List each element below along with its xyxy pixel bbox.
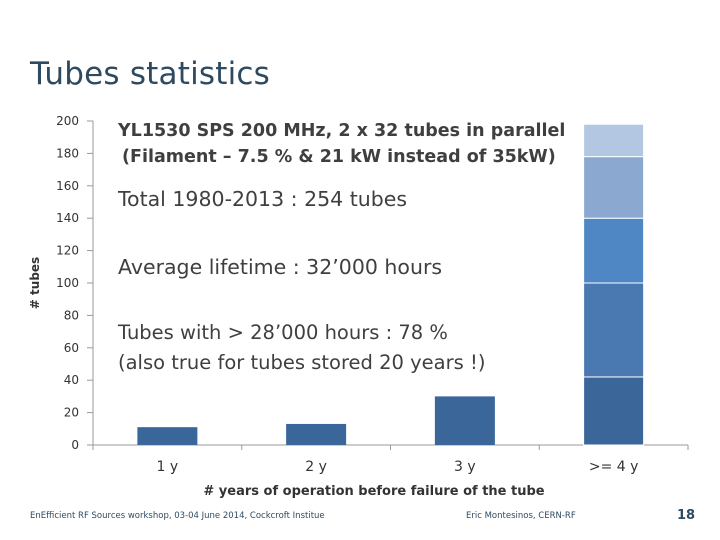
bar-segment-5 — [583, 123, 645, 158]
y-tick-label: 100 — [56, 276, 79, 290]
y-tick-label: 180 — [56, 146, 79, 160]
bar-3 — [434, 396, 495, 445]
spec-line-2: (Filament – 7.5 % & 21 kW instead of 35k… — [122, 147, 556, 167]
bar-segment-4 — [583, 156, 645, 219]
stored-tubes-text: (also true for tubes stored 20 years !) — [118, 351, 486, 374]
x-tick-label: 3 y — [454, 459, 476, 475]
spec-line-1: YL1530 SPS 200 MHz, 2 x 32 tubes in para… — [118, 121, 566, 141]
y-tick-label: 120 — [56, 244, 79, 258]
footer-author: Eric Montesinos, CERN-RF — [466, 511, 576, 521]
y-tick-label: 160 — [56, 179, 79, 193]
average-lifetime-text: Average lifetime : 32’000 hours — [118, 255, 443, 279]
slide-title: Tubes statistics — [30, 56, 271, 92]
page-number: 18 — [677, 508, 696, 523]
bar-2 — [286, 423, 347, 445]
y-tick-label: 40 — [64, 373, 79, 387]
y-tick-label: 20 — [64, 406, 79, 420]
y-tick-label: 60 — [64, 341, 79, 355]
y-tick-label: 80 — [64, 308, 79, 322]
y-tick-label: 140 — [56, 211, 79, 225]
x-axis-title: # years of operation before failure of t… — [203, 484, 544, 499]
footer-workshop: EnEfficient RF Sources workshop, 03-04 J… — [30, 511, 325, 521]
bar-segment-1 — [583, 376, 645, 446]
bar-1 — [137, 427, 198, 445]
bar-segment-3 — [583, 217, 645, 284]
total-tubes-text: Total 1980-2013 : 254 tubes — [118, 187, 408, 211]
over-28000-hours-text: Tubes with > 28’000 hours : 78 % — [118, 321, 448, 344]
x-tick-label: 1 y — [157, 459, 179, 475]
y-axis-title: # tubes — [28, 257, 42, 309]
x-tick-label: 2 y — [305, 459, 327, 475]
bar-segment-2 — [583, 282, 645, 378]
y-tick-label: 200 — [56, 114, 79, 128]
y-tick-label: 0 — [71, 438, 79, 452]
x-tick-label: >= 4 y — [589, 459, 639, 475]
